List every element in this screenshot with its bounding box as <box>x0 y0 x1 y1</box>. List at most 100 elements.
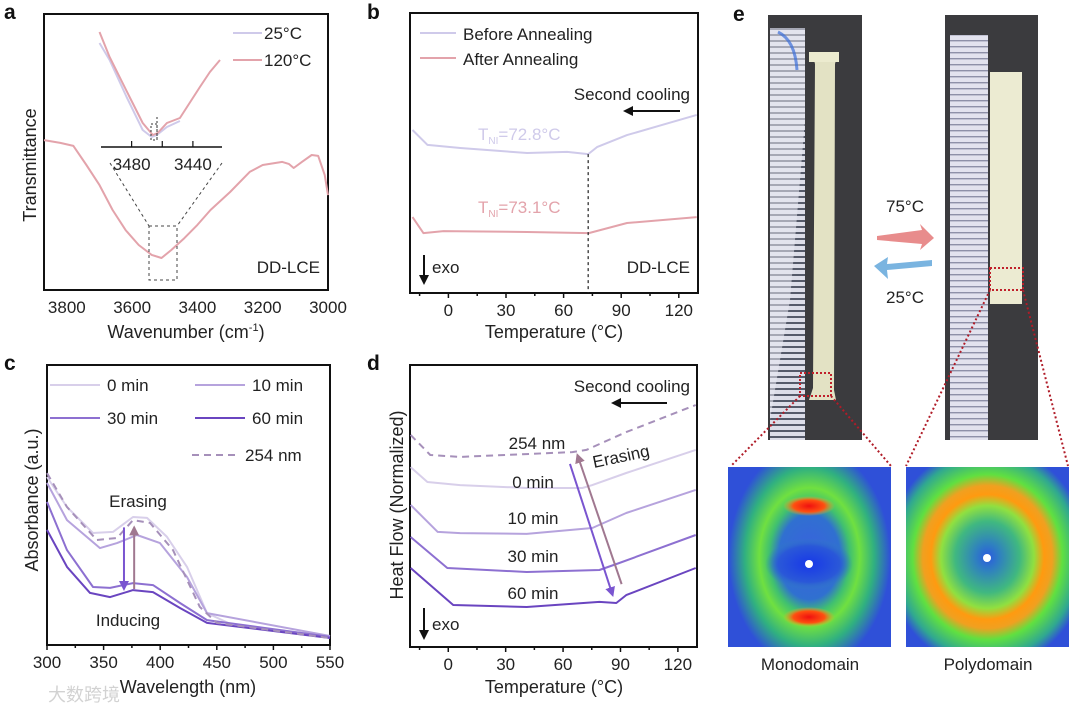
xrd-pattern-polydomain <box>906 467 1069 647</box>
xrd-label-polydomain: Polydomain <box>944 655 1033 674</box>
tni-subscript: NI <box>488 209 498 220</box>
legend-label: 30 min <box>107 409 158 428</box>
series-line-after-annealing <box>411 216 697 235</box>
x-axis-label-end: ) <box>259 322 265 342</box>
tni-symbol: T <box>478 198 488 217</box>
photo-polydomain <box>945 15 1038 440</box>
panel-a-axes: 3800 3600 3400 3200 3000 Wavenumber (cm-1) Tra… <box>20 13 347 342</box>
y-axis-label: Transmittance <box>20 108 40 221</box>
series-line-30-min <box>46 501 331 638</box>
series-line-120c <box>43 139 329 259</box>
tni-label: TNI=73.1°C <box>478 198 560 220</box>
zoom-guide <box>109 162 223 281</box>
legend-label: 60 min <box>252 409 303 428</box>
zoom-region-box <box>148 225 178 281</box>
x-tick-label: 300 <box>33 653 61 672</box>
panel-label-c: c <box>4 352 16 375</box>
plot-frame <box>409 12 699 294</box>
watermark: 大数跨境 <box>48 685 120 705</box>
x-tick-label: 90 <box>612 301 631 320</box>
tni-label: TNI=72.8°C <box>478 125 560 147</box>
plot-frame <box>46 364 331 646</box>
erasing-arrow <box>575 453 623 585</box>
series-line-254-nm <box>46 472 331 639</box>
series-line-0-min <box>409 448 697 489</box>
x-tick-label: 0 <box>444 655 453 674</box>
x-tick-label: 3600 <box>113 298 151 317</box>
inset-marker-box <box>150 123 158 141</box>
x-tick-label: 400 <box>146 653 174 672</box>
x-tick-label: 350 <box>89 653 117 672</box>
y-axis-label: Heat Flow (Normalized) <box>387 410 407 599</box>
sample-annotation: DD-LCE <box>257 258 320 277</box>
tni-symbol: T <box>478 125 488 144</box>
x-axis-label-superscript: -1 <box>249 322 259 334</box>
plot-frame <box>409 364 698 648</box>
x-tick-label: 90 <box>611 655 630 674</box>
tni-subscript: NI <box>488 136 498 147</box>
x-tick-label: 500 <box>259 653 287 672</box>
x-tick-label: 3200 <box>244 298 282 317</box>
exo-label: exo <box>432 615 459 634</box>
series-line-254-nm <box>409 404 697 458</box>
series-line-10-min <box>409 488 697 535</box>
erasing-label: Erasing <box>109 492 167 511</box>
curve-label: 0 min <box>512 473 554 492</box>
cooling-arrow <box>874 257 932 279</box>
series-line-30-min <box>409 534 697 573</box>
heating-temperature-label: 75°C <box>886 197 924 216</box>
tni-value: =72.8°C <box>498 125 560 144</box>
x-tick-label: 450 <box>203 653 231 672</box>
x-tick-label: 120 <box>664 655 692 674</box>
y-axis-label: Absorbance (a.u.) <box>22 428 42 571</box>
x-tick-label: 3400 <box>179 298 217 317</box>
legend-label: 0 min <box>107 376 149 395</box>
x-axis-label: Wavenumber (cm-1) <box>107 322 264 342</box>
second-cooling-label: Second cooling <box>574 85 690 104</box>
x-tick-label: 30 <box>497 301 516 320</box>
series-line-60-min <box>409 567 697 608</box>
panel-label-a: a <box>4 1 16 24</box>
x-axis-label: Temperature (°C) <box>485 677 623 697</box>
legend-label: 10 min <box>252 376 303 395</box>
panel-label-b: b <box>367 1 380 24</box>
series-line-0-min <box>46 476 331 637</box>
tni-value: =73.1°C <box>498 198 560 217</box>
panel-d-axes: 0 30 60 90 120 Temperature (°C) Heat Flow (Nor… <box>387 364 698 697</box>
x-tick-label: 60 <box>554 301 573 320</box>
curve-label: 60 min <box>507 584 558 603</box>
second-cooling-label: Second cooling <box>574 377 690 396</box>
cooling-temperature-label: 25°C <box>886 288 924 307</box>
x-tick-label: 30 <box>496 655 515 674</box>
photo-monodomain <box>768 15 862 440</box>
x-axis-label-main: Wavenumber (cm <box>107 322 248 342</box>
curve-label: 254 nm <box>509 434 566 453</box>
curve-label: 10 min <box>507 509 558 528</box>
inset-tick-label: 3480 <box>113 155 151 174</box>
x-axis-label: Wavelength (nm) <box>120 677 256 697</box>
legend-label-120c: 120°C <box>264 51 311 70</box>
legend-label-25c: 25°C <box>264 24 302 43</box>
xrd-label-monodomain: Monodomain <box>761 655 859 674</box>
inset-tick-label: 3440 <box>174 155 212 174</box>
legend-label: Before Annealing <box>463 25 593 44</box>
x-tick-label: 0 <box>444 301 453 320</box>
exo-label: exo <box>432 258 459 277</box>
legend-label: 254 nm <box>245 446 302 465</box>
legend-label: After Annealing <box>463 50 578 69</box>
x-tick-label: 3000 <box>309 298 347 317</box>
series-line-60-min <box>46 529 331 639</box>
xrd-pattern-monodomain <box>728 467 891 647</box>
inducing-label: Inducing <box>96 611 160 630</box>
panel-b-axes: 0 30 60 90 120 Temperature (°C) Before Anneali… <box>409 12 699 342</box>
x-tick-label: 60 <box>554 655 573 674</box>
series-line-before-annealing <box>411 113 697 156</box>
panel-c-axes: 300 350 400 450 500 550 Wavelength (nm) Absorba… <box>22 364 344 697</box>
inducing-arrow <box>569 463 615 598</box>
x-tick-label: 120 <box>665 301 693 320</box>
panel-e: 75°C 25°C Monodomain Polydomain <box>728 15 1069 674</box>
x-tick-label: 550 <box>316 653 344 672</box>
sample-annotation: DD-LCE <box>627 258 690 277</box>
